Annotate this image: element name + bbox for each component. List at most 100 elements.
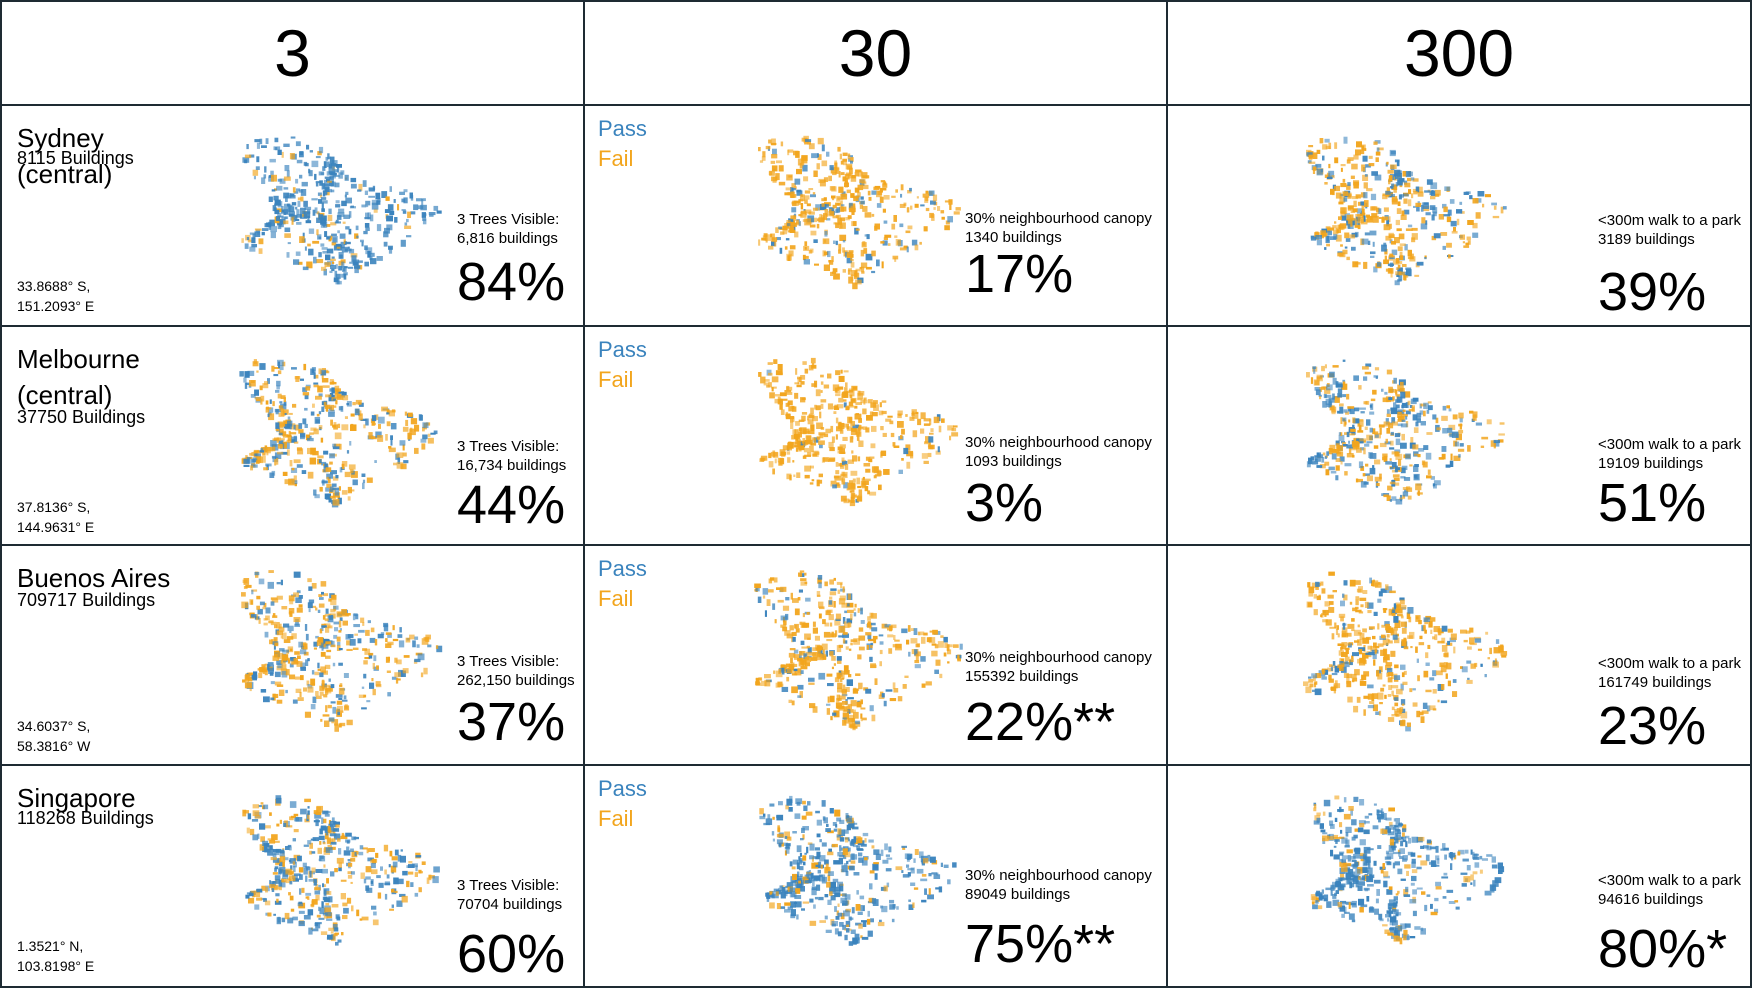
map-building [1328,397,1335,403]
map-building [1325,619,1332,626]
map-building [1390,431,1394,436]
map-building [396,462,404,469]
map-building [1416,205,1420,212]
map-building [860,196,864,200]
map-building [854,405,858,409]
map-building [829,447,835,452]
map-building [866,415,873,421]
map-building [800,381,805,385]
map-building [850,428,857,436]
map-building [329,833,337,837]
map-building [1391,690,1394,697]
map-building [295,597,302,603]
map-building [1357,216,1364,223]
map-building [840,588,846,592]
map-building [781,398,788,401]
map-building [324,813,330,817]
map-building [1407,495,1412,500]
map-building [784,831,790,839]
map-building [329,235,333,240]
map-building [808,414,815,419]
map-building [1330,188,1334,195]
map-building [1434,634,1438,641]
map-building [1384,929,1390,934]
map-building [1357,624,1360,628]
map-building [790,418,794,423]
map-building [326,878,329,884]
map-building [244,682,252,689]
map-building [271,365,275,372]
map-building [873,849,880,855]
map-building [332,261,335,264]
map-building [778,843,782,848]
longitude: 58.3816° W [17,738,91,754]
map-building [768,171,773,176]
map-building [394,849,399,856]
map-building [1342,178,1346,183]
map-building [287,242,291,245]
map-building [830,716,833,721]
map-building [1462,858,1469,862]
map-building [802,613,805,618]
map-building [1328,466,1335,471]
map-building [817,575,823,580]
map-building [390,423,397,430]
map-building [768,452,772,459]
map-building [348,211,352,218]
city-map [1310,795,1505,945]
map-building [850,421,855,426]
map-building [297,855,302,862]
map-building [307,437,314,442]
map-building [1388,216,1391,223]
map-building [910,205,913,210]
map-building [289,630,292,633]
map-building [1359,597,1367,601]
map-building [332,237,337,243]
map-building [283,623,290,628]
map-building [1377,692,1384,700]
map-building [354,267,359,274]
map-building [385,638,388,643]
map-building [1394,838,1399,844]
map-building [829,596,833,600]
map-building [385,656,390,663]
map-building [341,273,346,278]
map-building [332,443,337,448]
map-building [1400,391,1406,399]
map-building [809,855,814,860]
map-building [358,183,363,191]
map-building [1443,214,1450,217]
map-building [833,222,837,225]
map-building [792,416,795,423]
map-building [337,641,341,646]
map-building [356,851,359,855]
map-building [912,430,918,438]
map-building [274,459,277,466]
map-building [851,494,857,498]
map-building [260,689,267,693]
map-building [860,266,865,272]
map-building [794,186,797,190]
map-building [1312,168,1316,174]
map-building [780,906,786,909]
map-building [796,384,802,388]
map-building [1340,207,1346,214]
map-building [1425,662,1430,666]
map-building [840,200,843,208]
map-building [325,832,329,836]
map-building [1449,433,1453,438]
map-building [813,437,816,444]
map-building [373,655,377,662]
map-building [1421,710,1429,714]
map-building [371,202,379,210]
map-building [246,827,250,834]
map-building [1374,650,1377,655]
map-building [327,476,331,484]
map-building [392,625,395,631]
map-building [865,688,872,694]
map-building [1312,689,1316,692]
map-building [778,226,783,230]
map-building [901,458,904,461]
map-building [807,637,811,640]
map-building [1394,621,1401,628]
